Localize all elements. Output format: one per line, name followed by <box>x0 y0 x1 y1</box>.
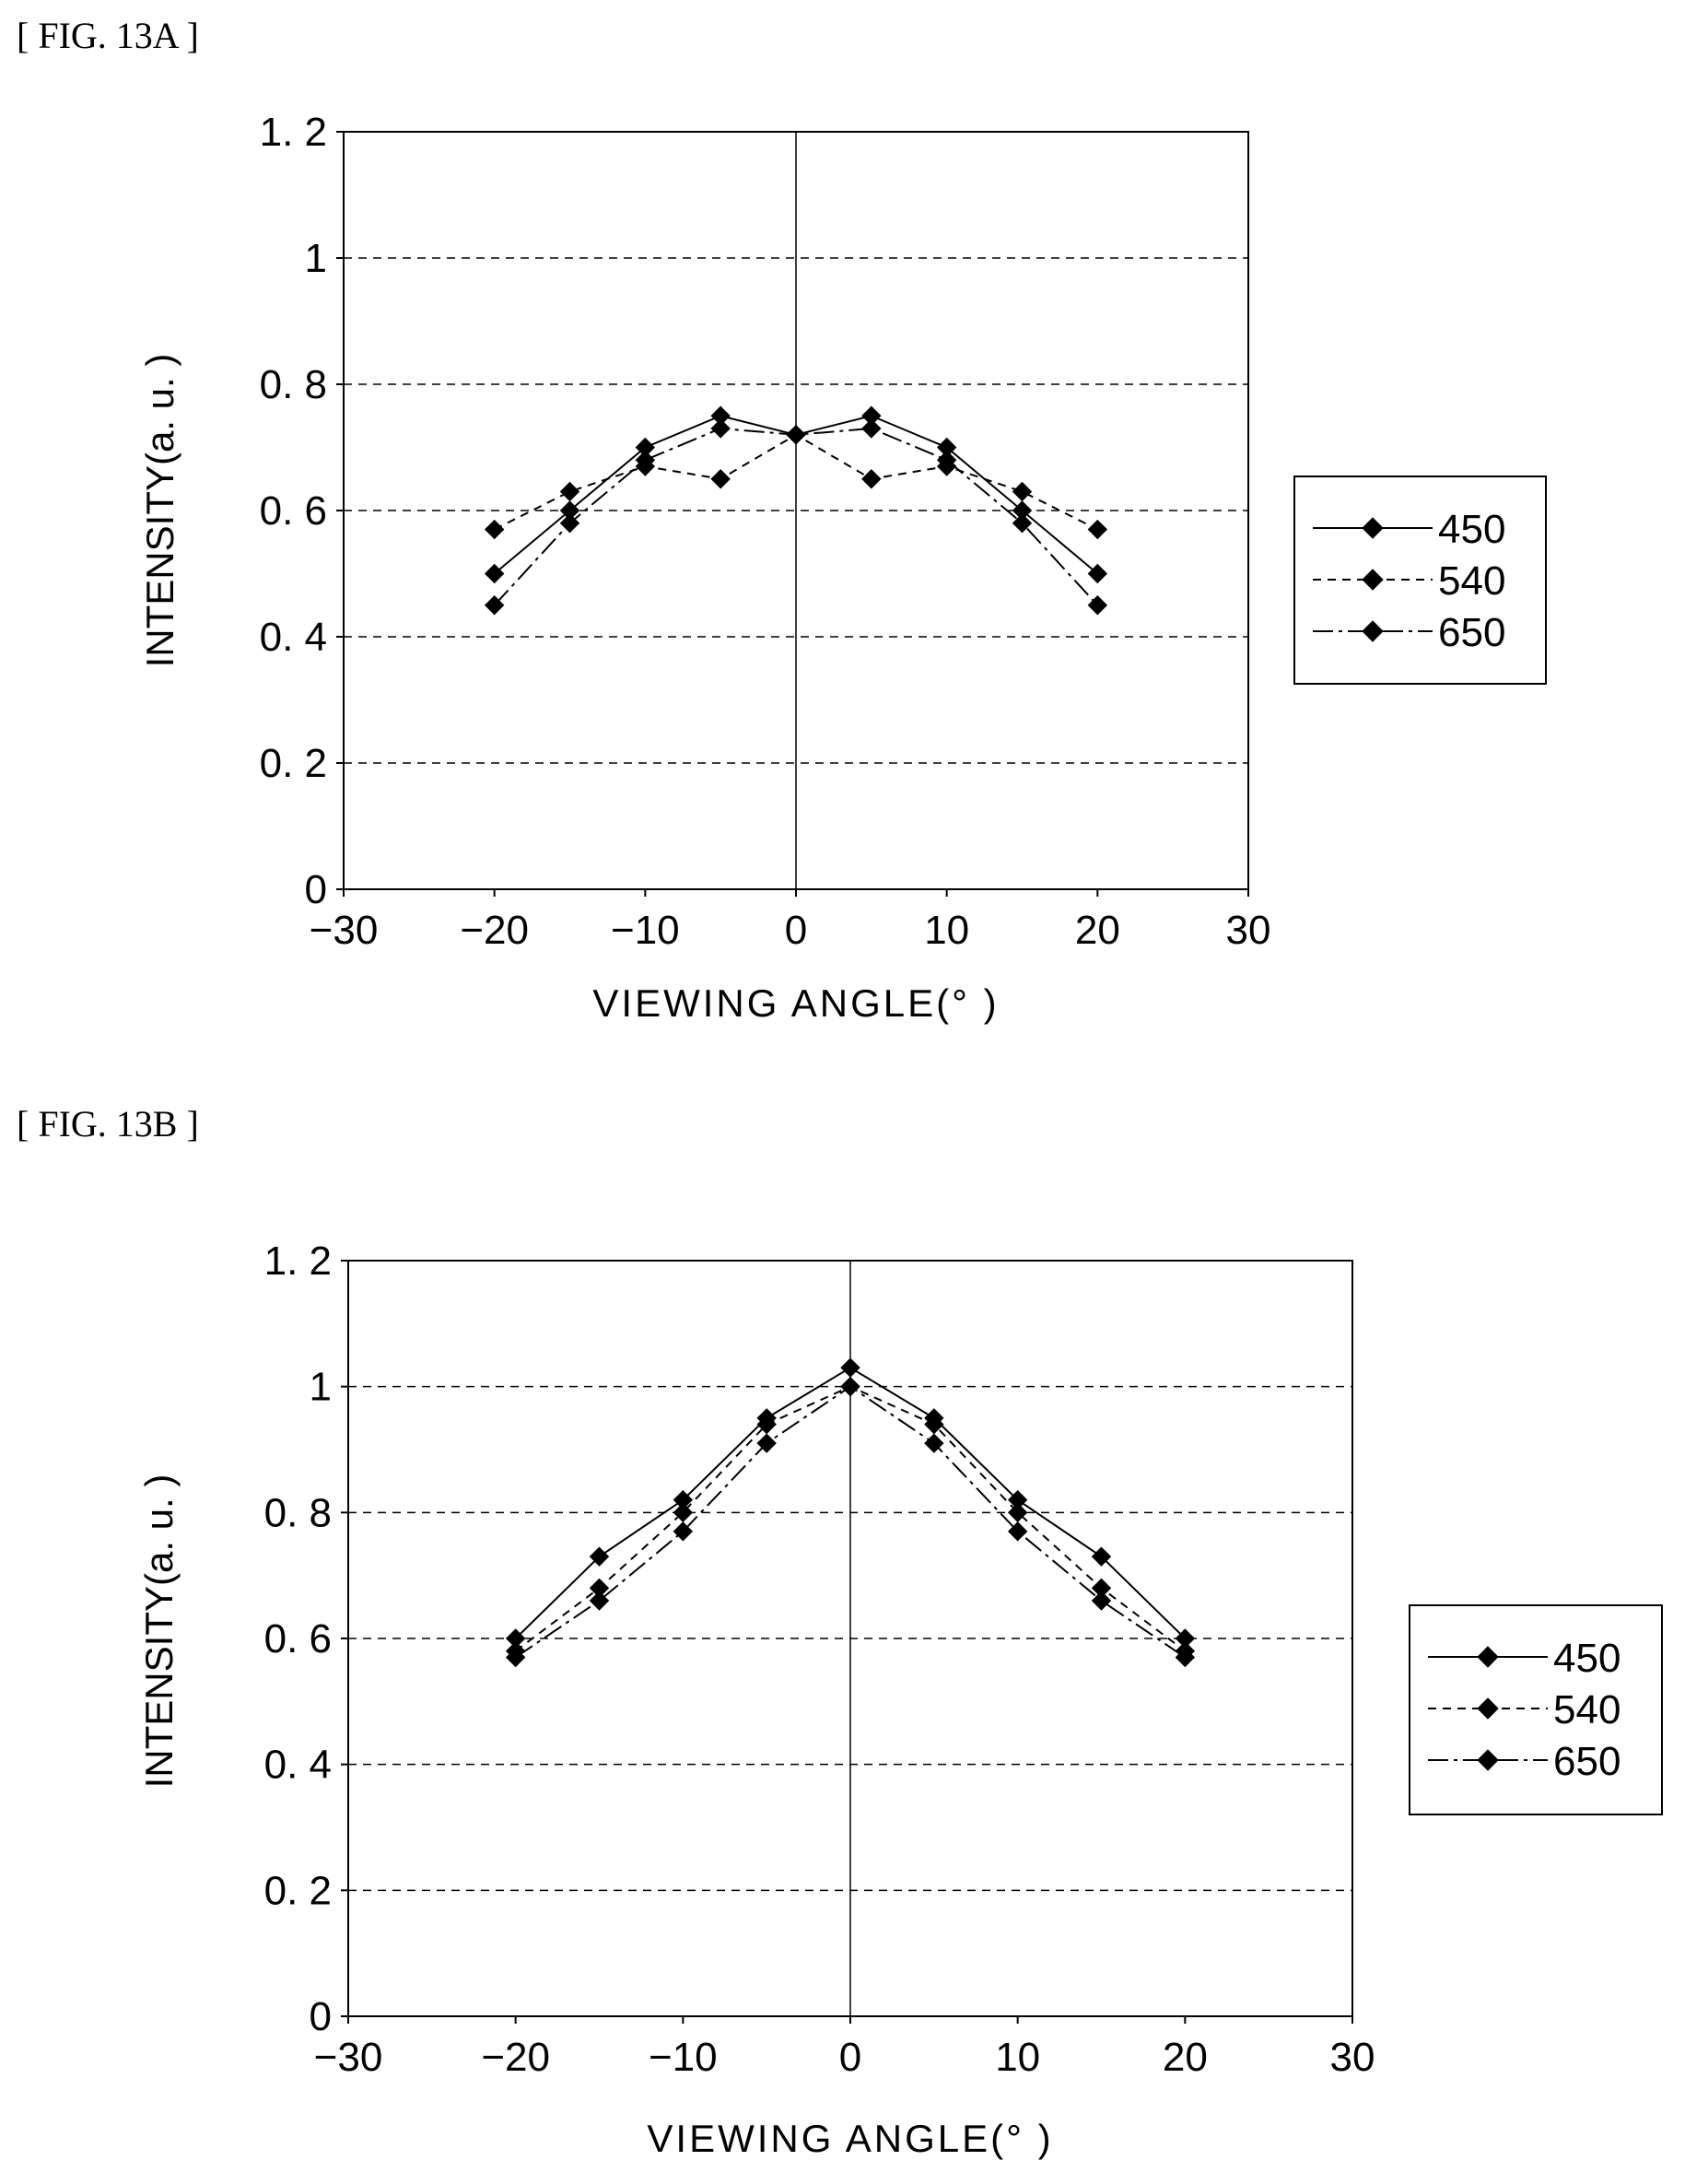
legend-label-540: 540 <box>1438 558 1505 604</box>
x-tick-label: −30 <box>314 2035 383 2080</box>
data-point-540 <box>710 469 731 489</box>
y-tick-label: 0. 8 <box>264 1490 332 1535</box>
x-tick-label: 0 <box>785 908 807 953</box>
x-tick-label: 20 <box>1075 908 1120 953</box>
data-point-540 <box>484 519 505 540</box>
x-tick-label: 30 <box>1330 2035 1375 2080</box>
data-point-650 <box>673 1521 694 1542</box>
data-point-450 <box>840 1357 860 1378</box>
x-tick-label: 30 <box>1226 908 1271 953</box>
data-point-450 <box>484 563 505 584</box>
data-point-650 <box>786 425 806 445</box>
data-point-650 <box>756 1433 777 1453</box>
legend-marker-450 <box>1362 517 1384 539</box>
data-point-650 <box>559 512 580 534</box>
data-point-650 <box>1012 512 1033 534</box>
legend-marker-650 <box>1477 1749 1499 1771</box>
legend-label-650: 650 <box>1553 1739 1621 1784</box>
data-point-540 <box>559 481 580 502</box>
figure-label: [ FIG. 13B ] <box>17 1103 199 1145</box>
data-point-450 <box>589 1546 610 1567</box>
y-tick-label: 1 <box>310 1365 332 1410</box>
legend-marker-540 <box>1362 569 1384 591</box>
x-tick-label: −20 <box>481 2035 550 2080</box>
y-tick-label: 0. 6 <box>260 488 327 534</box>
y-tick-label: 1. 2 <box>260 110 327 155</box>
legend-marker-540 <box>1477 1697 1499 1720</box>
data-point-540 <box>1012 481 1033 502</box>
data-point-540 <box>1087 519 1108 540</box>
figure-label: [ FIG. 13A ] <box>17 15 199 56</box>
y-tick-label: 1 <box>305 236 327 281</box>
y-tick-label: 0. 4 <box>260 615 327 660</box>
legend-label-450: 450 <box>1438 507 1505 552</box>
legend-label-450: 450 <box>1553 1636 1621 1681</box>
y-tick-label: 0. 6 <box>264 1616 332 1661</box>
x-tick-label: 10 <box>924 908 969 953</box>
y-tick-label: 0. 2 <box>260 741 327 786</box>
data-point-650 <box>1007 1521 1028 1542</box>
data-point-650 <box>936 450 957 470</box>
data-point-450 <box>1091 1546 1112 1567</box>
data-point-650 <box>484 595 505 616</box>
x-tick-label: −10 <box>649 2035 718 2080</box>
x-tick-label: −20 <box>460 908 529 953</box>
data-point-650 <box>924 1433 944 1453</box>
y-tick-label: 0. 4 <box>264 1743 332 1788</box>
y-tick-label: 0. 8 <box>260 362 327 407</box>
data-point-650 <box>710 418 731 439</box>
x-tick-label: 0 <box>839 2035 861 2080</box>
y-axis-title: INTENSITY(a. u. ) <box>137 1474 181 1789</box>
legend-marker-450 <box>1477 1646 1499 1668</box>
data-point-650 <box>589 1591 610 1611</box>
legend-box <box>1409 1604 1663 1815</box>
data-point-650 <box>1091 1591 1112 1611</box>
legend-marker-650 <box>1362 620 1384 642</box>
x-tick-label: 20 <box>1163 2035 1208 2080</box>
data-point-650 <box>840 1376 860 1397</box>
figure-13b: [ FIG. 13B ] 0 0. 2 0. 4 0. 6 0. 8 1 1. 2 −30 −20… <box>17 1103 1663 2160</box>
x-tick-label: 10 <box>995 2035 1040 2080</box>
y-tick-label: 0. 2 <box>264 1868 332 1913</box>
data-point-450 <box>1087 563 1108 584</box>
x-tick-label: −30 <box>310 908 379 953</box>
legend-label-540: 540 <box>1553 1687 1621 1732</box>
y-tick-label: 0 <box>310 1994 332 2039</box>
y-tick-label: 1. 2 <box>264 1239 332 1284</box>
data-point-650 <box>861 418 882 439</box>
data-point-650 <box>505 1647 526 1668</box>
y-tick-label: 0 <box>305 867 327 912</box>
legend-label-650: 650 <box>1438 610 1505 655</box>
figure-13a: [ FIG. 13A ] 0 0. 2 0. 4 0. 6 0. 8 1 1. 2 −30 −20… <box>17 15 1547 1025</box>
data-point-650 <box>1175 1647 1196 1668</box>
x-axis-title: VIEWING ANGLE(° ) <box>647 2117 1053 2160</box>
x-tick-label: −10 <box>611 908 680 953</box>
data-point-650 <box>635 450 656 470</box>
data-point-540 <box>861 469 882 489</box>
y-axis-title: INTENSITY(a. u. ) <box>138 354 181 668</box>
x-axis-title: VIEWING ANGLE(° ) <box>592 981 999 1025</box>
data-point-650 <box>1087 595 1108 616</box>
